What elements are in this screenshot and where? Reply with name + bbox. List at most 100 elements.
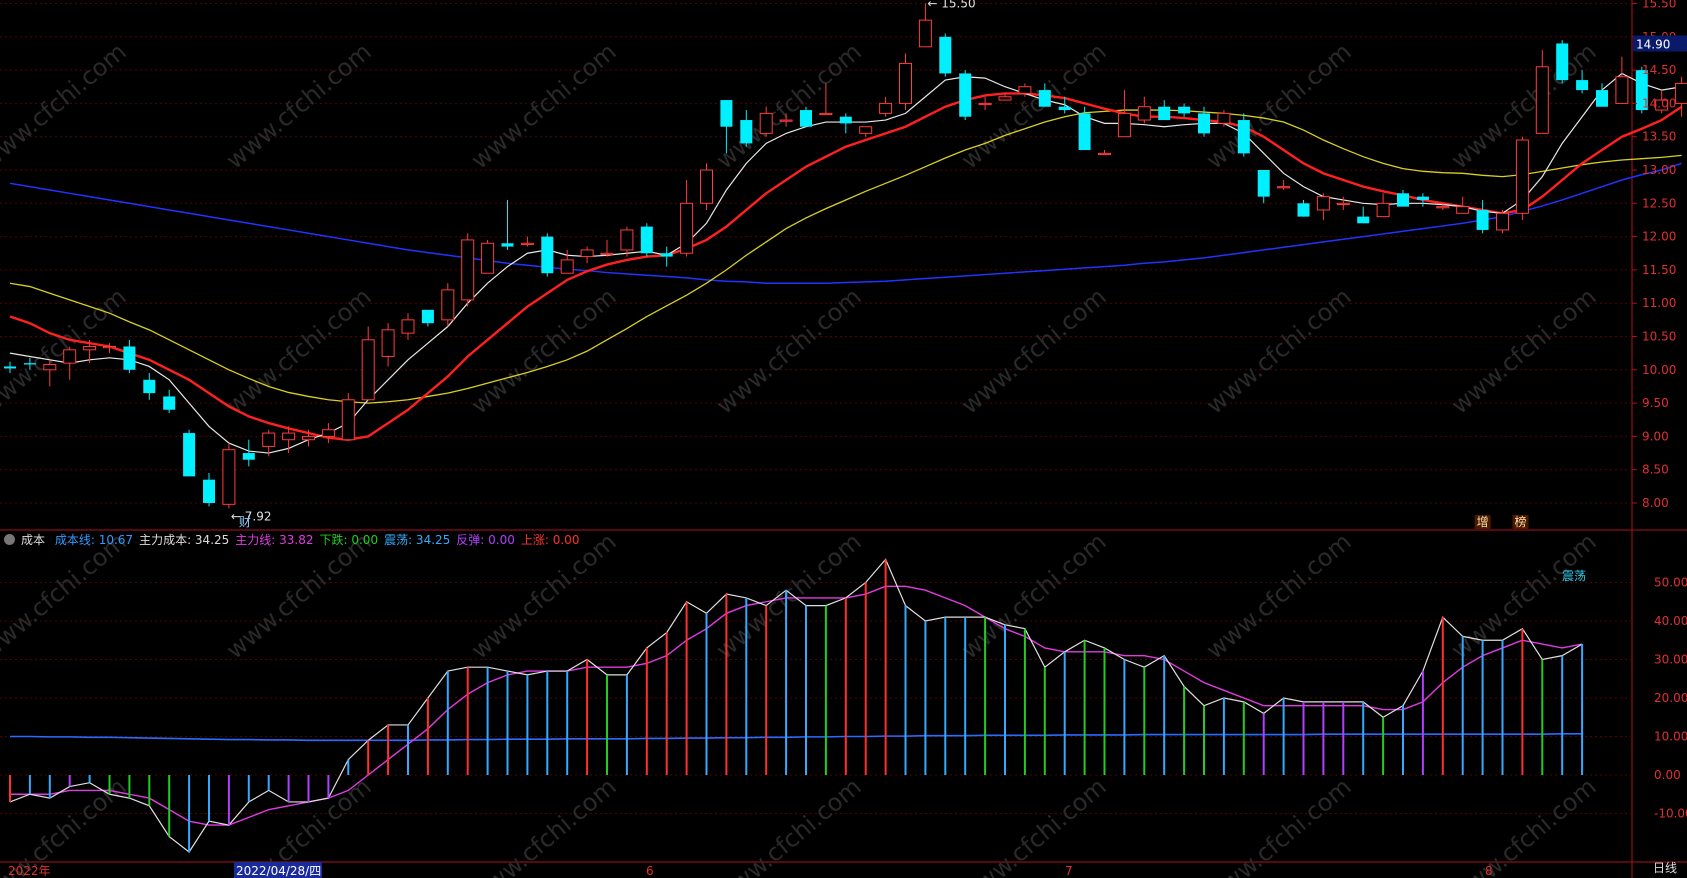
candle-body [1655,99,1669,111]
candle-body [1198,113,1210,134]
indicator-state-label: 震荡 [1562,569,1586,583]
event-marker-bang: 榜 [1515,514,1527,529]
candle-body [939,36,952,74]
candle-body [1576,80,1589,91]
candle-body [441,289,455,321]
candle-body [700,169,713,204]
candle-body [1316,196,1330,211]
candle-body [1257,170,1270,197]
candle-body [183,433,196,477]
watermark-text: www.cfchi.com [711,282,867,419]
legend-item: 震荡: 34.25 [384,533,451,547]
candle-body [481,242,495,274]
watermark-text: www.cfchi.com [221,282,377,419]
price-tick-label: 10.00 [1642,363,1676,377]
candle-body [1596,90,1608,107]
price-tick-label: 9.50 [1642,396,1669,410]
candle-body [203,479,215,503]
candle-body [1456,206,1470,214]
candle-body [1535,66,1549,134]
candle-body [1098,152,1111,156]
high-price-label: ← 15.50 [927,0,975,11]
candle-body [83,345,97,351]
legend-item: 上涨: 0.00 [520,533,580,547]
candle-body [740,120,753,144]
price-axis: 15.5015.0014.5014.0013.5013.0012.5012.00… [8,0,1687,878]
candle-body [779,119,793,122]
low-price-label: ← 7.92 [231,509,272,523]
indicator-tick-label: 30.00 [1654,653,1687,667]
candle-body [4,366,16,369]
watermark-text: www.cfchi.com [1201,282,1357,419]
watermark-text: www.cfchi.com [221,527,377,664]
price-tick-label: 14.50 [1642,63,1676,77]
candle-body [998,96,1012,101]
price-tick-label: 14.00 [1642,96,1676,110]
candle-body [660,253,673,257]
candle-body [123,346,136,370]
indicator-tick-label: 10.00 [1654,730,1687,744]
indicator-legend: 成本 成本线: 10.67 主力成本: 34.25 主力线: 33.82 下跌: 0.… [4,531,591,548]
chart-labels: ← 15.50 ← 7.92财 增 榜震荡 [231,0,1586,583]
candle-body [421,309,434,324]
event-marker-zeng: 增 [1477,515,1489,529]
watermark: www.cfchi.com www.cfchi.com www.cfchi.com w… [0,37,1602,878]
timeframe-label[interactable]: 日线 [1652,861,1677,875]
settings-icon[interactable] [4,534,15,545]
candle-body [541,236,554,274]
candle-body [222,449,236,505]
candle-body [819,112,833,116]
candle-body [1117,112,1131,138]
candle-body [600,252,614,255]
candle-body [800,110,812,127]
candle-body [1496,212,1509,231]
price-tick-label: 12.00 [1642,230,1676,244]
candle-body [302,435,315,441]
candle-body [242,453,255,460]
candle-body [461,239,475,301]
candle-body [321,429,335,437]
candle-body [163,396,176,410]
candle-body [978,102,992,106]
candle-body [620,229,634,251]
candle-body [282,432,296,441]
watermark-text: www.cfchi.com [956,527,1112,664]
event-marker-bg [1512,515,1529,529]
candle-body [501,243,514,247]
indicator-tick-label: -10.00 [1654,807,1687,821]
main-cost-line [9,558,1583,853]
price-tick-label: 8.50 [1642,463,1669,477]
watermark-text: www.cfchi.com [956,37,1112,174]
candle-body [103,345,116,349]
candle-body [43,363,57,371]
watermark-text: www.cfchi.com [0,37,132,174]
candle-body [560,259,574,274]
candle-body [262,432,276,447]
cost-line [10,733,1583,742]
ma-blue-line [9,162,1682,284]
price-tick-label: 15.50 [1642,0,1676,11]
indicator-values: 成本线: 10.67 主力成本: 34.25 主力线: 33.82 下跌: 0.00 震… [55,533,586,547]
candle-body [899,62,912,104]
event-marker-bg [1474,515,1491,529]
indicator-series [9,559,1584,852]
candle-body [759,112,773,134]
candle-body [1416,196,1429,200]
candle-body [23,363,36,365]
candle-body [1178,106,1191,114]
candle-body [1635,70,1648,111]
candle-body [1297,203,1310,217]
candle-body [580,249,594,258]
candle-body [1237,120,1250,154]
candle-body [1018,86,1032,94]
candle-body [1038,90,1051,107]
candle-body [1397,193,1409,207]
candle-body [1615,76,1629,104]
price-tick-label: 13.00 [1642,163,1676,177]
candle-body [1158,106,1171,121]
candle-body [1675,82,1687,104]
candle-body [381,329,395,357]
watermark-text: www.cfchi.com [711,37,867,174]
